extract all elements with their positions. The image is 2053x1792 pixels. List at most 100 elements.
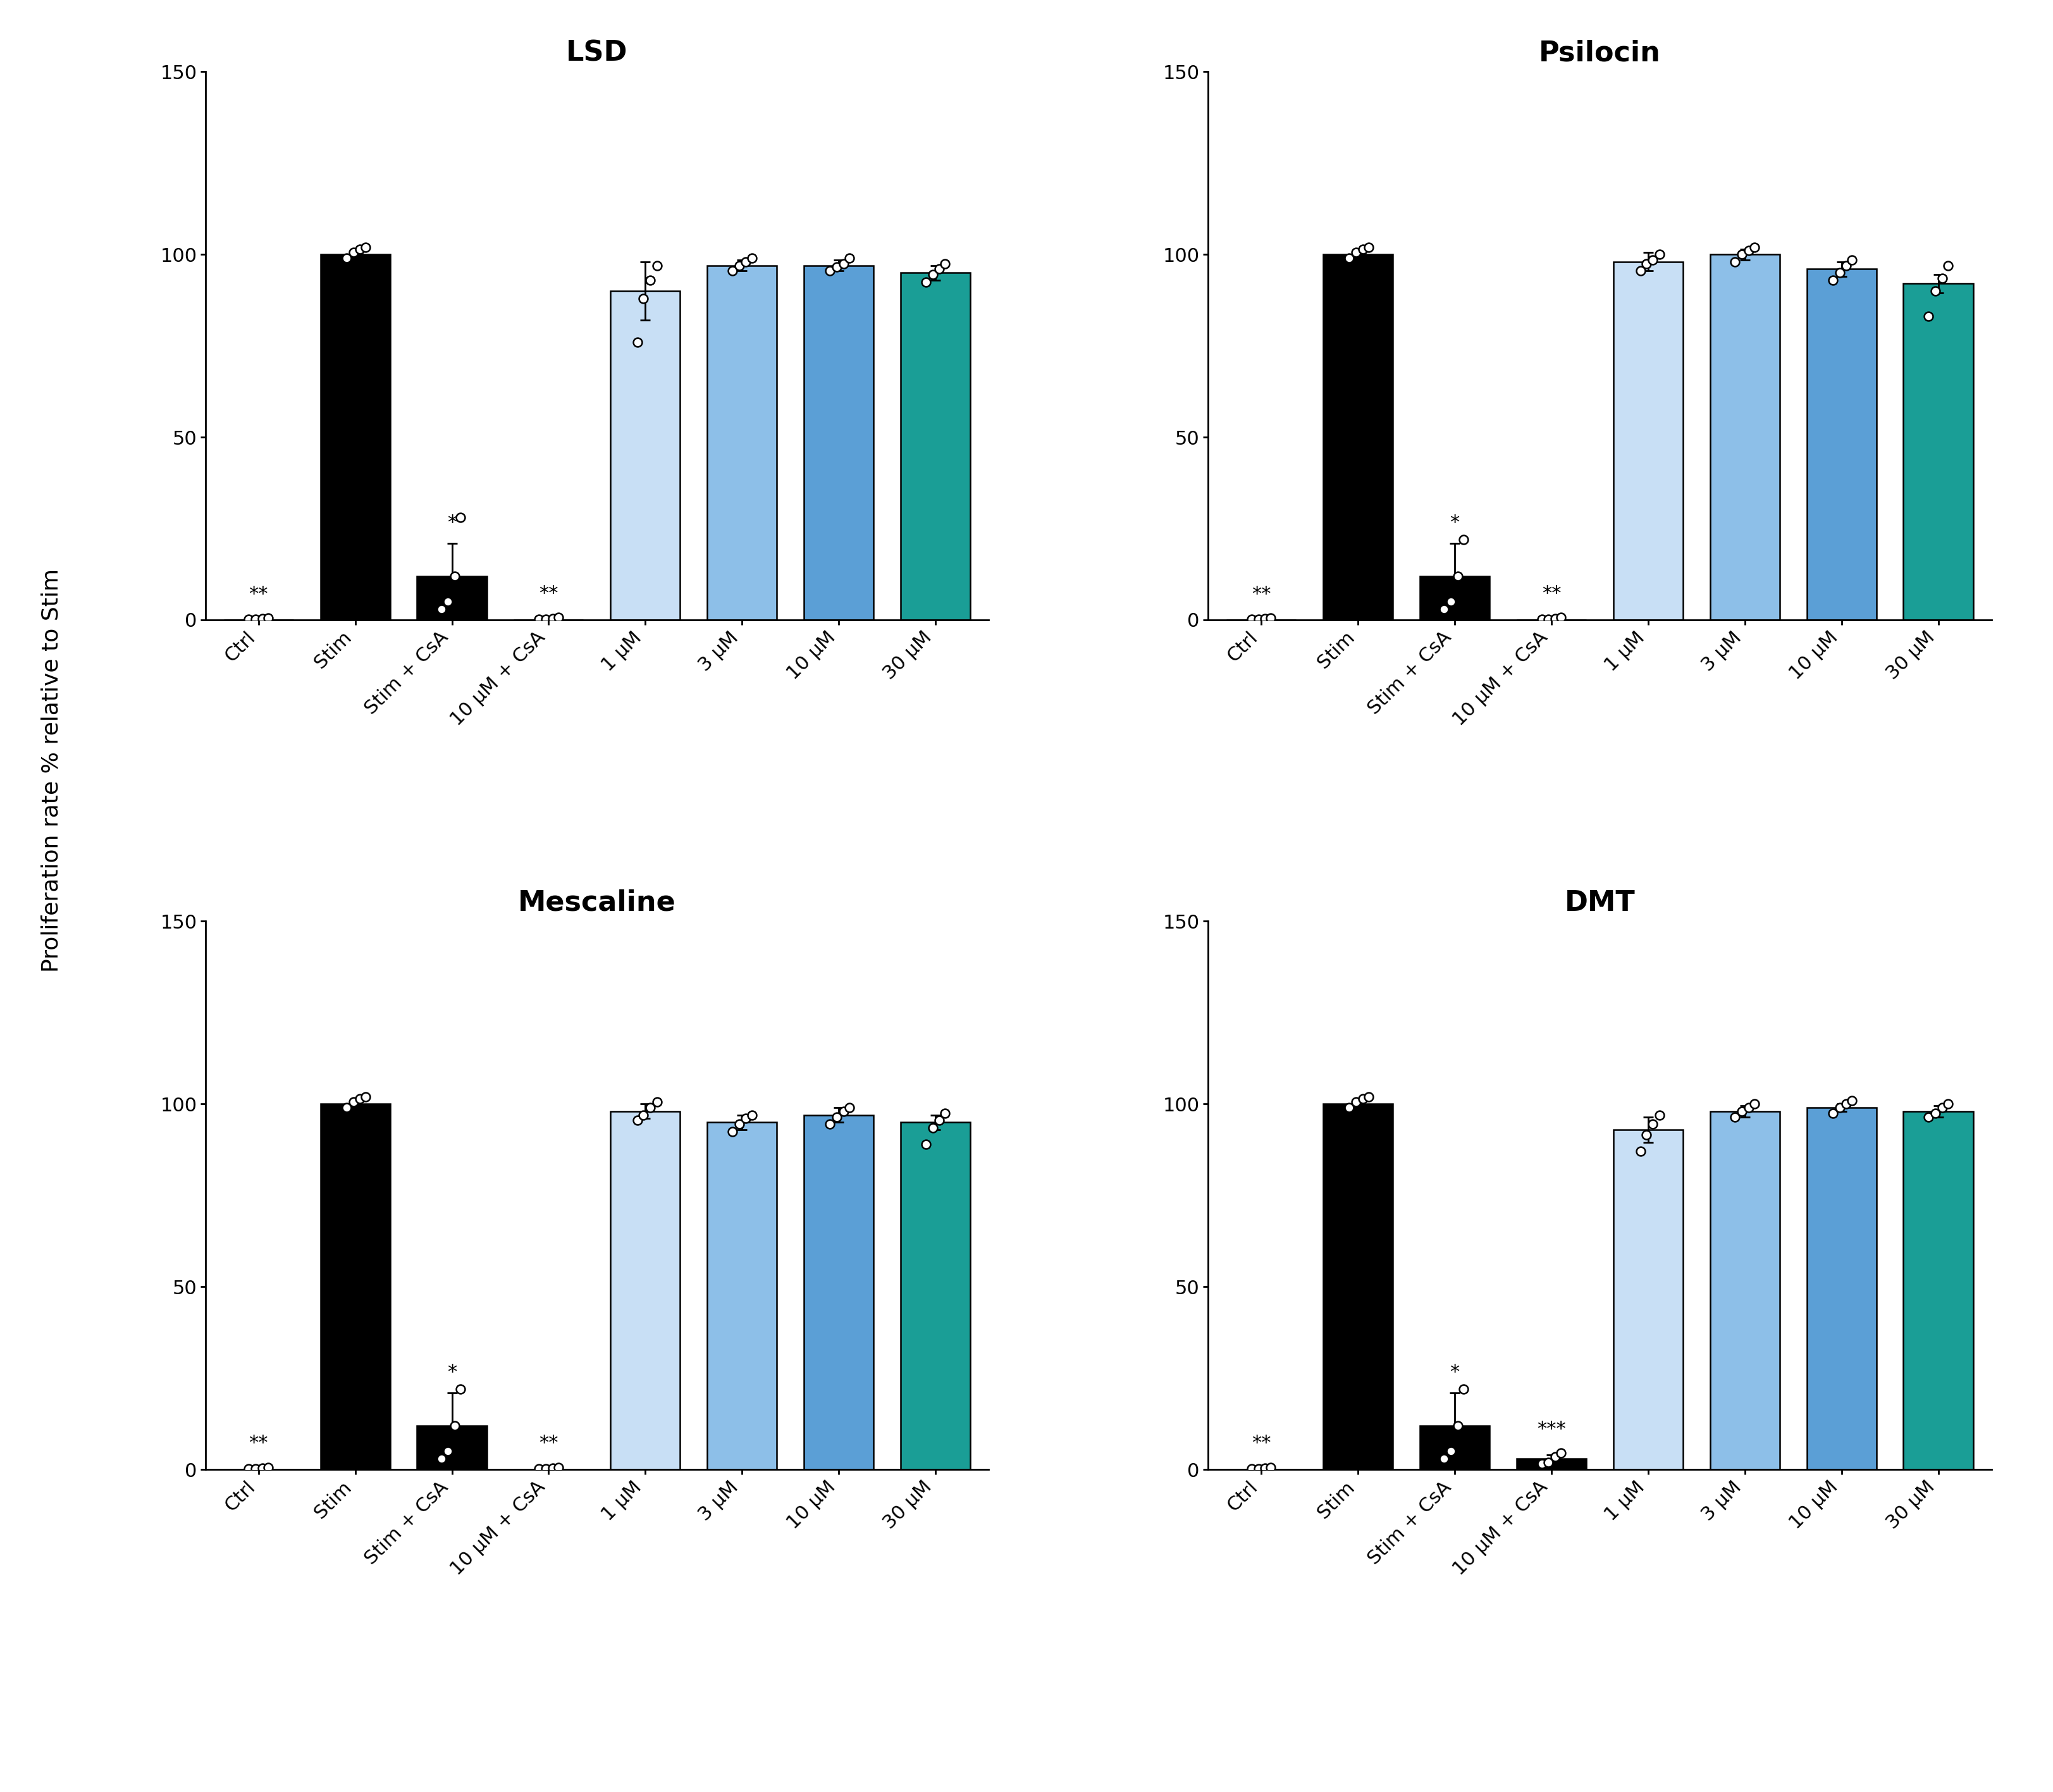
- Point: [1347, 235, 1380, 263]
- Point: [1544, 1439, 1577, 1468]
- Point: [641, 1088, 673, 1116]
- Point: [1540, 604, 1573, 633]
- Point: [1540, 1443, 1573, 1471]
- Point: [928, 249, 961, 278]
- Point: [443, 504, 476, 532]
- Point: [716, 256, 749, 285]
- Point: [439, 561, 472, 590]
- Point: [821, 1102, 854, 1131]
- Point: [1739, 1090, 1772, 1118]
- Text: *: *: [1449, 1364, 1460, 1382]
- Point: [1435, 1437, 1468, 1466]
- Point: [524, 606, 556, 634]
- Point: [1236, 1455, 1269, 1484]
- Point: [349, 1082, 382, 1111]
- Bar: [1517, 1459, 1587, 1469]
- Point: [246, 604, 279, 633]
- Bar: [320, 1104, 390, 1469]
- Text: **: **: [1252, 1434, 1271, 1453]
- Point: [1920, 1098, 1952, 1127]
- Bar: [706, 1122, 776, 1469]
- Bar: [1807, 269, 1876, 620]
- Bar: [805, 1115, 875, 1469]
- Text: **: **: [248, 584, 269, 604]
- Bar: [1614, 1129, 1683, 1469]
- Point: [1427, 1444, 1460, 1473]
- Point: [439, 1412, 472, 1441]
- Point: [723, 251, 756, 280]
- Point: [1248, 1453, 1281, 1482]
- Point: [1926, 263, 1959, 292]
- Point: [536, 1453, 569, 1482]
- Point: [1932, 251, 1965, 280]
- Text: **: **: [540, 1434, 558, 1453]
- Point: [813, 256, 846, 285]
- Point: [1332, 1093, 1365, 1122]
- Point: [1920, 276, 1952, 305]
- Point: [634, 265, 667, 294]
- Point: [626, 283, 659, 312]
- Bar: [1322, 1104, 1392, 1469]
- Text: **: **: [248, 1434, 269, 1453]
- Point: [1630, 1120, 1663, 1149]
- Point: [1642, 1100, 1675, 1129]
- Point: [246, 1453, 279, 1482]
- Point: [1332, 244, 1365, 272]
- Bar: [1421, 1426, 1490, 1469]
- Point: [1725, 240, 1757, 269]
- Point: [1733, 1093, 1766, 1122]
- Point: [1441, 561, 1474, 590]
- Bar: [1322, 254, 1392, 620]
- Point: [1624, 256, 1657, 285]
- Point: [827, 1097, 860, 1125]
- Point: [634, 1093, 667, 1122]
- Point: [331, 244, 363, 272]
- Bar: [1614, 262, 1683, 620]
- Point: [735, 1100, 768, 1129]
- Point: [924, 1106, 957, 1134]
- Point: [916, 1113, 948, 1142]
- Point: [443, 1374, 476, 1403]
- Point: [1525, 606, 1558, 634]
- Point: [1835, 1086, 1868, 1115]
- Point: [813, 1109, 846, 1138]
- Point: [1911, 303, 1944, 332]
- Text: *: *: [448, 514, 456, 532]
- Point: [1441, 1412, 1474, 1441]
- Point: [916, 260, 948, 289]
- Point: [1254, 1453, 1287, 1482]
- Text: **: **: [1252, 584, 1271, 604]
- Point: [542, 1453, 575, 1482]
- Point: [1435, 588, 1468, 616]
- Point: [530, 604, 563, 633]
- Bar: [417, 575, 487, 620]
- Point: [1911, 1102, 1944, 1131]
- Bar: [610, 290, 680, 620]
- Point: [431, 1437, 464, 1466]
- Point: [1739, 233, 1772, 262]
- Point: [1718, 1102, 1751, 1131]
- Point: [1339, 238, 1371, 267]
- Text: *: *: [1449, 514, 1460, 532]
- Point: [821, 253, 854, 281]
- Point: [834, 244, 866, 272]
- Bar: [320, 254, 390, 620]
- Point: [1932, 1090, 1965, 1118]
- Bar: [417, 1426, 487, 1469]
- Point: [536, 604, 569, 633]
- Point: [337, 1088, 370, 1116]
- Point: [1427, 595, 1460, 624]
- Point: [1525, 1450, 1558, 1478]
- Title: LSD: LSD: [567, 39, 628, 66]
- Point: [729, 247, 762, 276]
- Point: [928, 1098, 961, 1127]
- Bar: [901, 1122, 971, 1469]
- Point: [238, 1455, 271, 1484]
- Bar: [1710, 1111, 1780, 1469]
- Point: [343, 235, 376, 263]
- Point: [1823, 1093, 1856, 1122]
- Point: [641, 251, 673, 280]
- Point: [1254, 604, 1287, 633]
- Bar: [706, 265, 776, 620]
- Point: [1642, 240, 1675, 269]
